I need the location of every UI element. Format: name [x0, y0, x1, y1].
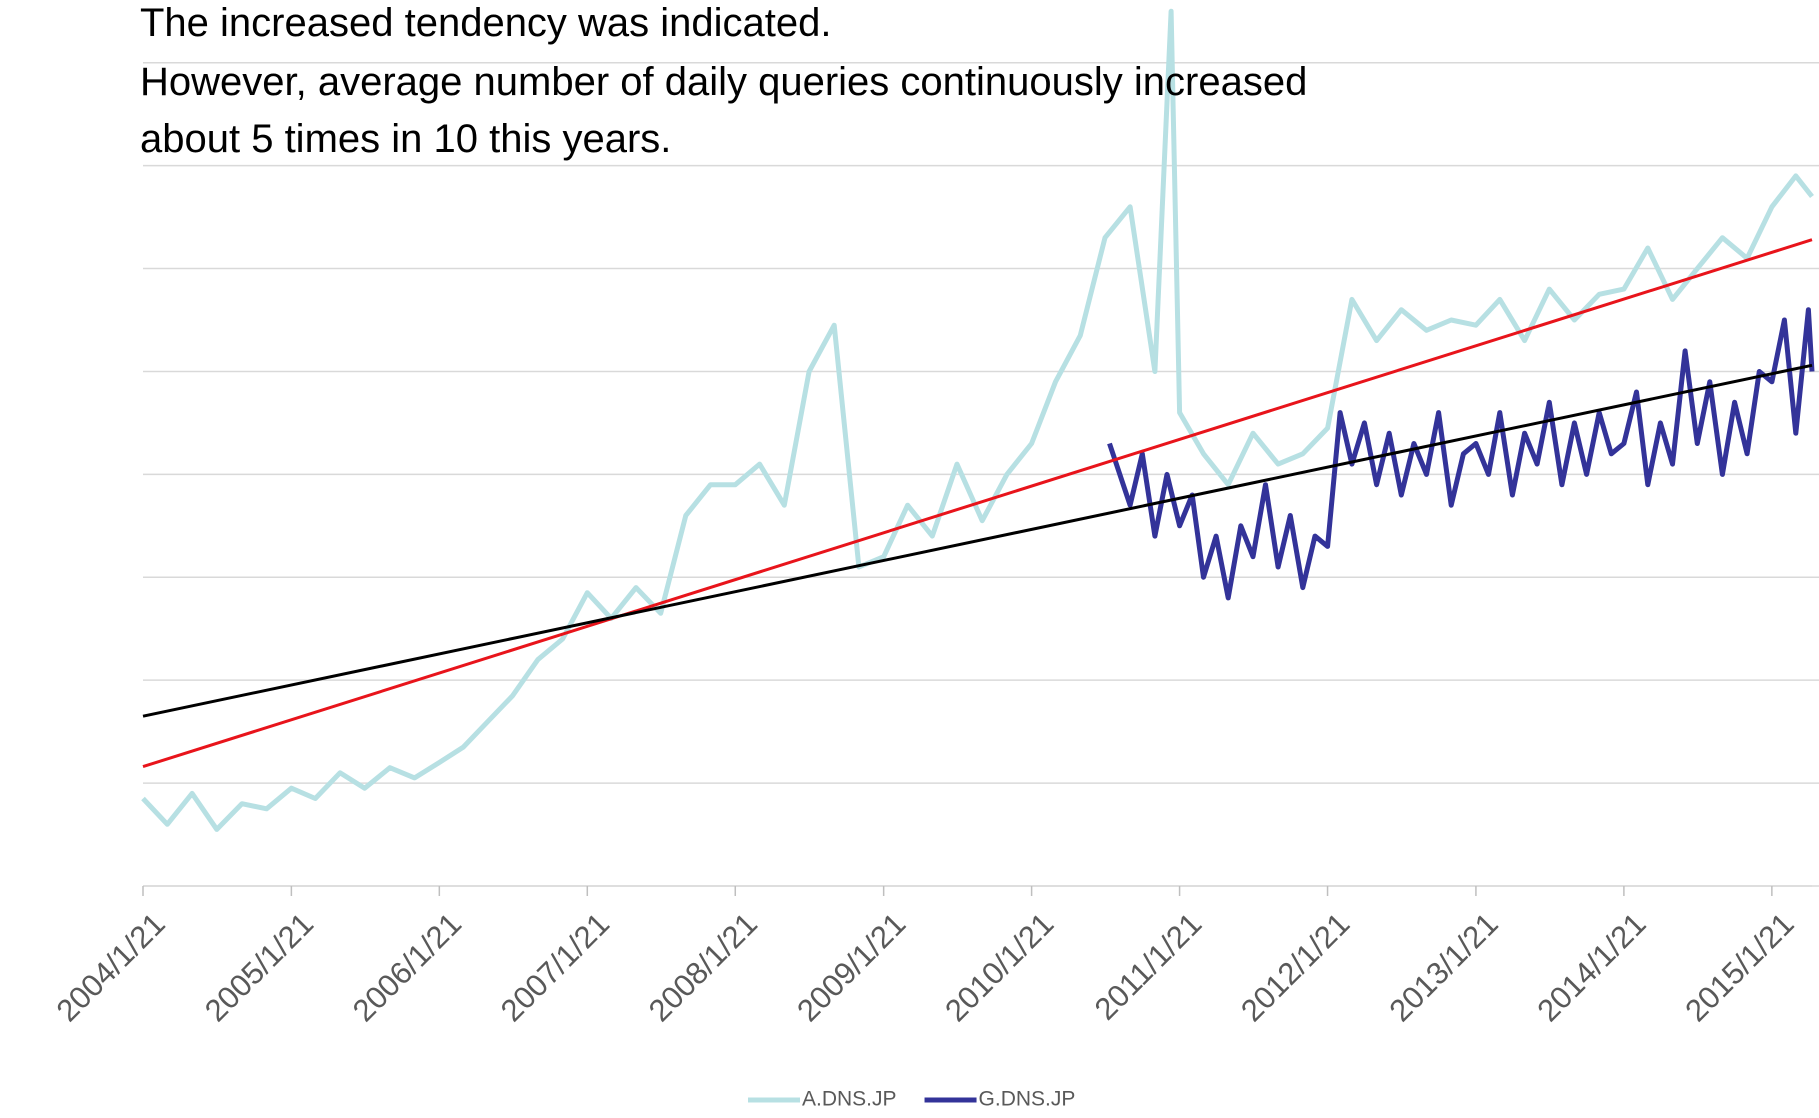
plot-area: [141, 8, 1815, 832]
x-tick-label: 2008/1/21: [642, 906, 764, 1028]
x-tick-label: 2006/1/21: [346, 906, 468, 1028]
x-tick-label: 2009/1/21: [790, 906, 912, 1028]
legend: A.DNS.JP G.DNS.JP: [748, 1088, 1075, 1111]
x-tick-label: 2014/1/21: [1530, 906, 1652, 1028]
x-tick-label: 2007/1/21: [494, 906, 616, 1028]
trend-line: [142, 363, 1813, 718]
legend-label: G.DNS.JP: [979, 1088, 1076, 1111]
legend-label: A.DNS.JP: [802, 1088, 897, 1111]
series-line: [1107, 307, 1815, 601]
annotation: about 5 times in 10 this years.: [140, 117, 671, 161]
x-tick-label: 2011/1/21: [1088, 906, 1209, 1027]
annotation: However, average number of daily queries…: [140, 60, 1307, 104]
x-tick-label: 2012/1/21: [1234, 906, 1356, 1028]
trend-line: [142, 238, 1813, 769]
x-tick-label: 2013/1/21: [1382, 906, 1504, 1028]
annotation: The increased tendency was indicated.: [140, 1, 832, 45]
x-tick-label: 2015/1/21: [1678, 906, 1800, 1028]
x-tick-label: 2004/1/21: [50, 906, 172, 1028]
grid: [143, 61, 1819, 887]
x-axis: 2004/1/21 2005/1/21 2006/1/21 2007/1/21 2008…: [50, 885, 1812, 1028]
x-tick-label: 2010/1/21: [938, 906, 1060, 1028]
x-tick-label: 2005/1/21: [198, 906, 320, 1028]
